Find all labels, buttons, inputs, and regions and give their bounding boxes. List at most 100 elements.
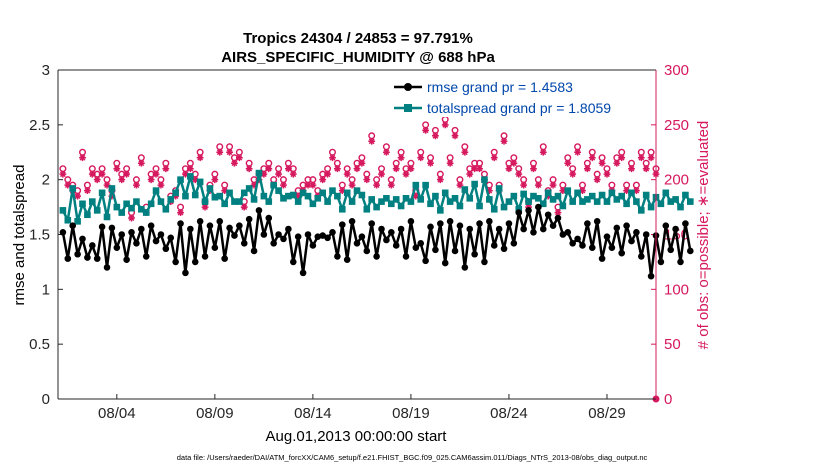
left-tick-label: 0.5	[29, 336, 50, 353]
rmse-point	[142, 253, 150, 260]
obs-evaluated-point	[554, 209, 562, 216]
rmse-point	[397, 225, 405, 233]
rmse-point	[147, 222, 155, 230]
rmse-point	[206, 222, 214, 230]
rmse-point	[672, 225, 679, 233]
obs-evaluated-point	[446, 159, 454, 167]
footer-datafile: data file: /Users/raeder/DAI/ATM_forcXX/…	[177, 453, 648, 462]
rmse-point	[574, 235, 581, 243]
totalspread-point	[329, 187, 336, 194]
obs-evaluated-point	[368, 137, 376, 145]
totalspread-point	[388, 200, 395, 208]
obs-evaluated-point	[147, 176, 155, 184]
obs-evaluated-point	[510, 159, 518, 167]
totalspread-point	[147, 200, 155, 208]
rmse-point	[245, 215, 253, 223]
x-tick-label: 08/24	[490, 405, 528, 422]
obs-evaluated-point	[128, 214, 135, 222]
totalspread-point	[133, 198, 140, 205]
obs-evaluated-point	[216, 148, 224, 156]
rmse-point	[446, 218, 454, 225]
obs-evaluated-point	[358, 159, 366, 167]
totalspread-point	[427, 200, 434, 208]
totalspread-point	[402, 195, 410, 202]
series-layer	[59, 115, 694, 403]
obs-evaluated-point	[579, 187, 586, 195]
obs-evaluated-point	[88, 170, 96, 178]
rmse-point	[260, 231, 268, 238]
totalspread-point	[549, 196, 557, 203]
totalspread-point	[353, 187, 361, 194]
totalspread-point	[319, 189, 326, 197]
x-tick-label: 08/19	[392, 405, 430, 422]
rmse-point	[270, 239, 277, 247]
totalspread-point	[662, 189, 670, 197]
obs-evaluated-point	[177, 209, 184, 216]
obs-evaluated-point	[559, 187, 567, 195]
rmse-point	[647, 272, 655, 280]
rmse-point	[138, 225, 145, 233]
totalspread-point	[89, 198, 96, 205]
totalspread-point	[211, 193, 219, 201]
obs-evaluated-point	[490, 154, 498, 162]
rmse-point	[103, 264, 111, 271]
totalspread-point	[647, 203, 655, 211]
rmse-point	[623, 222, 630, 230]
left-axis-ticks: 0 0.5 1 1.5 2 2.5 3	[29, 62, 63, 408]
totalspread-point	[152, 187, 160, 194]
rmse-point	[388, 229, 395, 236]
totalspread-point	[201, 198, 209, 205]
totalspread-point	[343, 189, 351, 197]
rmse-point	[515, 209, 523, 216]
rmse-point	[481, 258, 488, 266]
totalspread-point	[446, 198, 454, 205]
rmse-point	[682, 220, 689, 227]
totalspread-point	[240, 189, 248, 197]
rmse-point	[172, 258, 179, 266]
obs-evaluated-point	[530, 165, 537, 173]
rmse-point	[221, 255, 228, 262]
rmse-point	[461, 264, 469, 271]
obs-evaluated-point	[387, 181, 395, 189]
rmse-point	[334, 253, 341, 260]
obs-evaluated-point	[265, 165, 273, 173]
obs-evaluated-point	[245, 165, 253, 173]
totalspread-point	[432, 192, 439, 200]
obs-evaluated-point	[84, 187, 91, 195]
totalspread-point	[588, 192, 596, 200]
rmse-point	[265, 214, 273, 222]
obs-evaluated-point	[59, 170, 67, 178]
totalspread-point	[294, 198, 302, 205]
totalspread-point	[304, 192, 312, 200]
rmse-point	[510, 239, 518, 247]
totalspread-point	[231, 198, 238, 205]
totalspread-point	[412, 181, 420, 189]
rmse-point	[133, 239, 140, 247]
x-tick-label: 08/09	[196, 405, 234, 422]
obs-evaluated-point	[113, 165, 121, 173]
rmse-point	[240, 239, 248, 247]
totalspread-point	[672, 196, 679, 203]
totalspread-point	[84, 211, 91, 219]
rmse-point	[74, 250, 81, 258]
rmse-point	[187, 225, 194, 233]
rmse-point	[637, 253, 645, 260]
rmse-point	[598, 255, 606, 262]
rmse-point	[476, 220, 483, 227]
obs-evaluated-point	[574, 148, 581, 156]
rmse-point	[289, 258, 297, 266]
totalspread-point	[471, 180, 478, 188]
left-tick-label: 1.5	[29, 227, 50, 244]
totalspread-point	[260, 192, 268, 200]
totalspread-point	[437, 207, 444, 214]
obs-evaluated-point	[108, 192, 116, 200]
totalspread-point	[358, 191, 366, 199]
totalspread-point	[642, 191, 650, 199]
rmse-point	[299, 269, 307, 277]
rmse-point	[275, 231, 282, 238]
totalspread-point	[113, 203, 121, 211]
rmse-point	[358, 233, 366, 240]
rmse-point	[348, 218, 356, 225]
rmse-point	[687, 247, 694, 255]
